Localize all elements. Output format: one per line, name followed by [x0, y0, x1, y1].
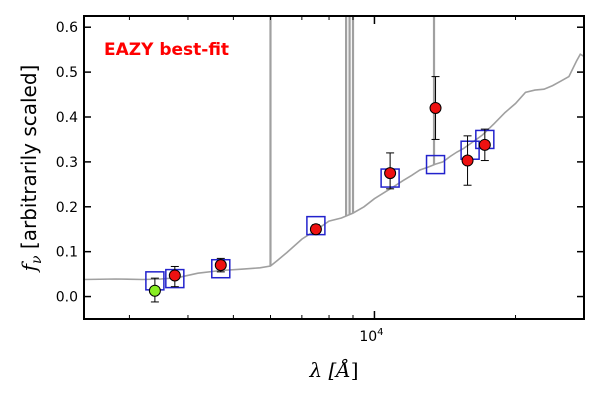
observed-photometry-point [168, 269, 181, 282]
observed-photometry-point [429, 102, 442, 115]
photometry-layer [145, 76, 495, 303]
model-photometry-square [425, 154, 446, 175]
y-tick-label: 0.1 [56, 245, 78, 261]
observed-photometry-point [478, 138, 491, 151]
y-tick-label: 0.5 [56, 65, 78, 81]
axis-ticks: 0.0 0.1 0.2 0.3 0.4 0.5 0.6 104 [56, 16, 584, 345]
x-tick-label-base: 10 [359, 329, 377, 345]
observed-photometry-point [461, 154, 474, 167]
x-axis-suffix: ] [351, 358, 359, 382]
y-tick-label: 0.4 [56, 110, 78, 126]
x-tick-label: 104 [359, 327, 383, 345]
observed-photometry-point [214, 259, 227, 272]
y-tick-label: 0.3 [56, 155, 78, 171]
observed-green-point [148, 284, 161, 297]
x-tick-label-exponent: 4 [377, 327, 383, 338]
y-axis-subscript: ν [29, 255, 45, 264]
y-tick-label: 0.0 [56, 290, 78, 306]
x-axis-label: λ [Å] [308, 357, 358, 382]
x-axis-prefix: λ [ [308, 358, 336, 382]
observed-photometry-point [309, 223, 322, 236]
observed-photometry-point [384, 167, 397, 180]
y-axis-text: [arbitrarily scaled] [17, 65, 41, 256]
plot-frame [83, 15, 585, 320]
y-tick-label: 0.6 [56, 20, 78, 36]
x-axis-unit: Å [334, 357, 350, 382]
y-axis-label: fν [arbitrarily scaled] [17, 65, 45, 274]
annotation-label: EAZY best-fit [104, 40, 229, 60]
y-tick-label: 0.2 [56, 200, 78, 216]
model-spectrum-line [84, 53, 584, 281]
